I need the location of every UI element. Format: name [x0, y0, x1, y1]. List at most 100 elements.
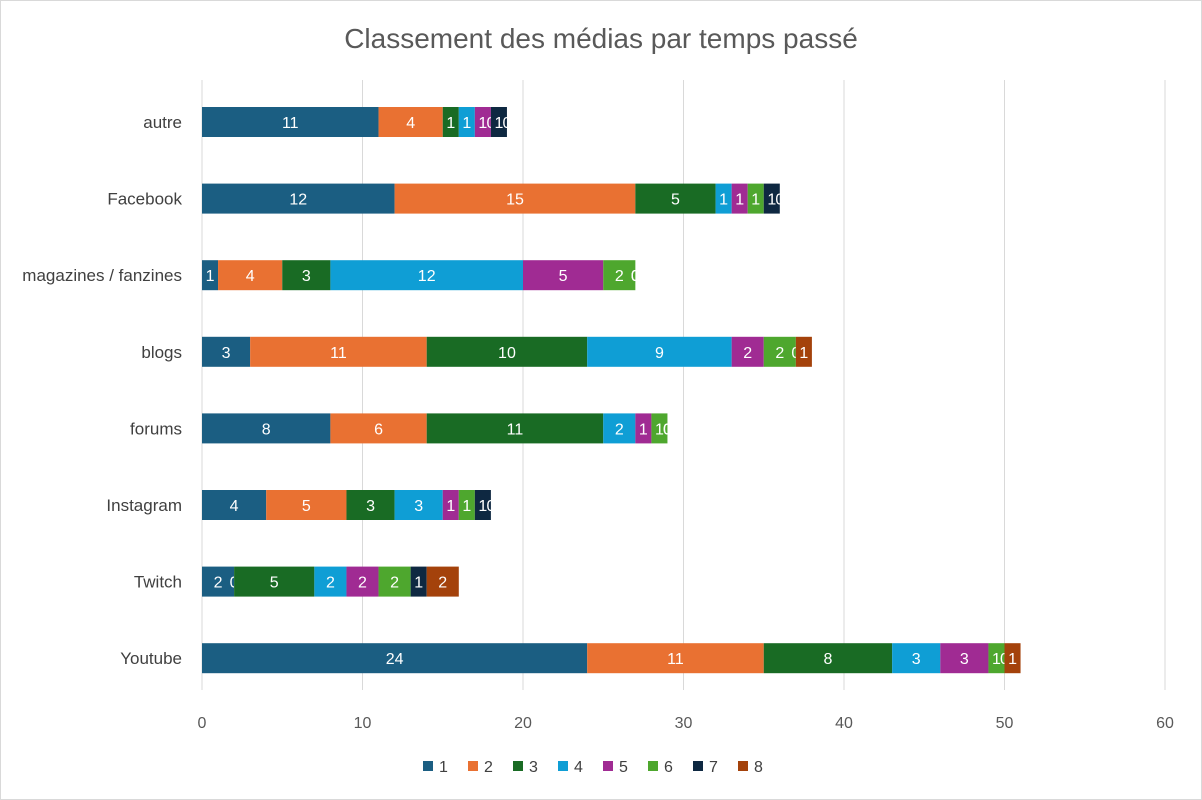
category-label: Twitch [134, 573, 182, 592]
bar-segment [458, 107, 475, 137]
data-label: 1 [462, 115, 471, 132]
value-axis: 0 10 20 30 40 50 60 [198, 715, 1174, 732]
bar-segment [330, 413, 427, 444]
bar-segment [202, 490, 267, 520]
data-label: 2 [358, 575, 367, 592]
data-label: 1 [462, 498, 471, 515]
data-label: 5 [270, 575, 279, 592]
data-label: 24 [386, 651, 404, 668]
x-tick-label: 50 [996, 715, 1014, 732]
bar-segment [715, 183, 732, 214]
data-label: 12 [418, 268, 436, 285]
x-tick-label: 0 [198, 715, 207, 732]
data-label: 11 [667, 651, 684, 668]
bar-segment [731, 183, 748, 214]
data-label: 0 [631, 268, 640, 285]
data-label: 11 [282, 115, 299, 132]
gridlines [201, 80, 1166, 690]
category-label: magazines / fanzines [22, 266, 182, 285]
bar-segment [426, 413, 604, 444]
data-label: 1 [478, 498, 487, 515]
data-label: 1 [751, 192, 760, 209]
data-label: 5 [559, 268, 568, 285]
category-label: Facebook [107, 190, 182, 209]
bar-segment [202, 413, 331, 444]
bar-segment [940, 643, 989, 674]
data-label: 3 [960, 651, 969, 668]
x-tick-label: 20 [514, 715, 532, 732]
bar-segment [587, 643, 764, 674]
data-label: 2 [438, 575, 447, 592]
bar-segment [635, 413, 652, 444]
data-label: 2 [390, 575, 399, 592]
legend-swatch [603, 761, 613, 771]
data-label: 0 [663, 421, 672, 438]
bar-segment [426, 566, 459, 597]
data-label: 1 [655, 421, 664, 438]
data-label: 4 [230, 498, 239, 515]
data-label: 1 [735, 192, 744, 209]
data-label: 9 [655, 345, 664, 362]
bar-segment [202, 107, 379, 137]
data-label: 1 [494, 115, 503, 132]
chart-title: Classement des médias par temps passé [344, 23, 858, 54]
category-label: Youtube [120, 649, 182, 668]
data-label: 5 [671, 192, 680, 209]
data-label: 1 [478, 115, 487, 132]
bar-segment [378, 107, 443, 137]
data-label: 2 [326, 575, 335, 592]
legend-swatch [738, 761, 748, 771]
data-label: 1 [639, 421, 648, 438]
bar-segment [458, 490, 475, 520]
data-label: 0 [502, 115, 511, 132]
bar-segment [202, 260, 219, 291]
bar-segment [266, 490, 347, 520]
bar-segment [635, 183, 716, 214]
bar-segment [218, 260, 283, 291]
data-label: 3 [366, 498, 375, 515]
x-tick-label: 40 [835, 715, 853, 732]
legend-label: 1 [439, 759, 448, 776]
bar-segment [490, 107, 507, 137]
data-label: 1 [446, 115, 455, 132]
bar-segment [747, 183, 764, 214]
legend-swatch [513, 761, 523, 771]
data-label: 1 [414, 575, 423, 592]
bar-segment [442, 490, 459, 520]
legend-label: 8 [754, 759, 763, 776]
legend-swatch [693, 761, 703, 771]
data-label: 2 [615, 268, 624, 285]
category-axis: autre Facebook magazines / fanzines blogs fo… [22, 113, 182, 668]
x-tick-label: 60 [1156, 715, 1174, 732]
data-label: 3 [302, 268, 311, 285]
bar-segment [234, 566, 315, 597]
bar-segment [587, 336, 732, 367]
data-label: 11 [507, 421, 524, 438]
category-label: blogs [141, 343, 182, 362]
bar-segment [202, 336, 251, 367]
bar-segment [1004, 643, 1021, 674]
data-label: 1 [206, 268, 215, 285]
data-label: 4 [406, 115, 415, 132]
legend-swatch [423, 761, 433, 771]
legend-label: 3 [529, 759, 538, 776]
data-label: 3 [912, 651, 921, 668]
data-label: 15 [506, 192, 524, 209]
bar-segment [410, 566, 427, 597]
data-label: 4 [246, 268, 255, 285]
legend-swatch [468, 761, 478, 771]
legend-swatch [648, 761, 658, 771]
bar-segment [988, 643, 1005, 674]
data-label: 2 [214, 575, 223, 592]
data-label: 2 [615, 421, 624, 438]
data-label: 1 [799, 345, 808, 362]
data-label: 1 [992, 651, 1001, 668]
bar-segment [603, 413, 636, 444]
bar-segment [892, 643, 941, 674]
bar-segment [250, 336, 427, 367]
legend-label: 5 [619, 759, 628, 776]
data-label: 12 [289, 192, 307, 209]
data-label: 11 [330, 345, 347, 362]
data-label: 10 [498, 345, 516, 362]
